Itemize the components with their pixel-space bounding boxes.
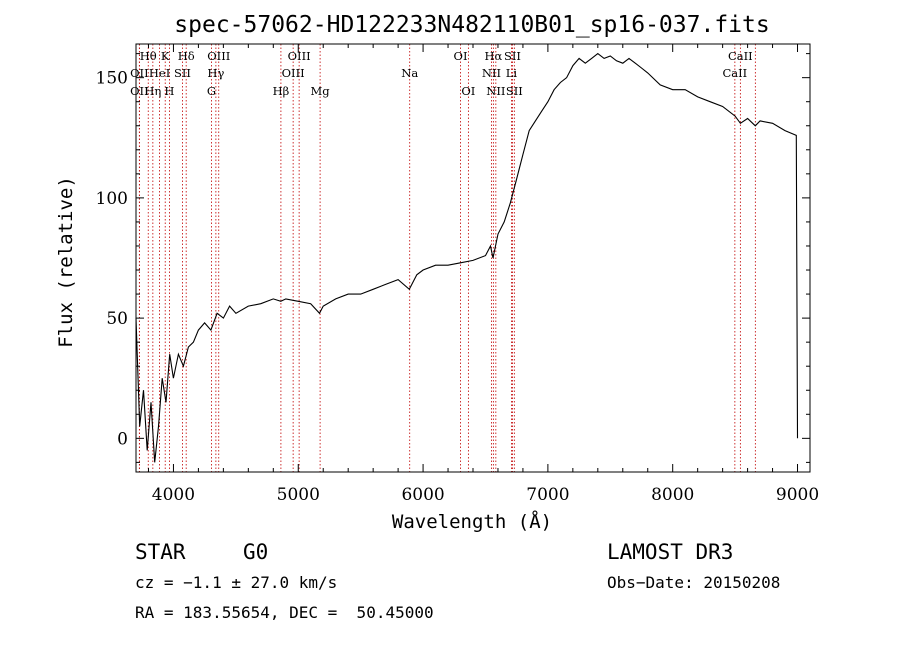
line-label: K xyxy=(161,49,170,63)
spectrum-line xyxy=(135,52,799,463)
line-label: OI xyxy=(454,49,468,63)
y-tick-label: 0 xyxy=(117,429,128,449)
line-label: Hα xyxy=(484,49,502,63)
chart-title: spec-57062-HD122233N482110B01_sp16-037.f… xyxy=(174,12,769,38)
line-label: Hγ xyxy=(207,66,224,80)
line-label: SII xyxy=(504,49,521,63)
x-tick-label: 7000 xyxy=(526,485,569,505)
line-label: SII xyxy=(506,84,523,98)
x-tick-label: 6000 xyxy=(401,485,444,505)
y-tick-label: 50 xyxy=(106,309,128,329)
line-label: Hη xyxy=(144,84,161,98)
x-axis-label: Wavelength (Å) xyxy=(392,510,552,533)
line-label: Mg xyxy=(311,84,331,98)
line-label: OII xyxy=(130,66,149,80)
line-label: OIII xyxy=(282,66,305,80)
y-axis: 0 50 100 150 xyxy=(96,53,810,463)
redshift-info: cz = −1.1 ± 27.0 km/s xyxy=(135,573,338,592)
line-markers xyxy=(138,44,756,472)
line-label: OI xyxy=(461,84,475,98)
line-label: SII xyxy=(174,66,191,80)
line-label: HeI xyxy=(149,66,170,80)
line-label: NII xyxy=(482,66,501,80)
line-label: Na xyxy=(401,66,418,80)
line-label: H xyxy=(164,84,174,98)
object-class: STAR xyxy=(135,540,186,564)
line-label: G xyxy=(207,84,216,98)
line-label: OII xyxy=(130,84,149,98)
x-tick-label: 9000 xyxy=(776,485,819,505)
line-label: OIII xyxy=(207,49,230,63)
line-label: Hδ xyxy=(178,49,195,63)
line-label: Hβ xyxy=(273,84,290,98)
plot-frame xyxy=(135,43,811,473)
coordinates: RA = 183.55654, DEC = 50.45000 xyxy=(135,603,434,622)
survey-name: LAMOST DR3 xyxy=(607,540,734,564)
line-label: CaII xyxy=(743,0,768,3)
x-tick-label: 5000 xyxy=(277,485,320,505)
line-label: OIII xyxy=(288,49,311,63)
y-tick-label: 150 xyxy=(96,69,128,89)
line-label: CaII xyxy=(722,66,747,80)
x-tick-label: 8000 xyxy=(651,485,694,505)
spectrum-chart: spec-57062-HD122233N482110B01_sp16-037.f… xyxy=(55,0,819,533)
observation-date: Obs−Date: 20150208 xyxy=(607,573,781,592)
x-axis: 4000 5000 6000 7000 8000 9000 xyxy=(147,44,819,505)
line-label: NII xyxy=(486,84,505,98)
line-label: CaII xyxy=(728,49,753,63)
y-axis-label: Flux (relative) xyxy=(55,176,77,348)
line-label: Hθ xyxy=(140,49,157,63)
line-label: Li xyxy=(506,66,518,80)
object-subclass: G0 xyxy=(243,540,269,564)
y-tick-label: 100 xyxy=(96,189,128,209)
x-tick-label: 4000 xyxy=(152,485,195,505)
